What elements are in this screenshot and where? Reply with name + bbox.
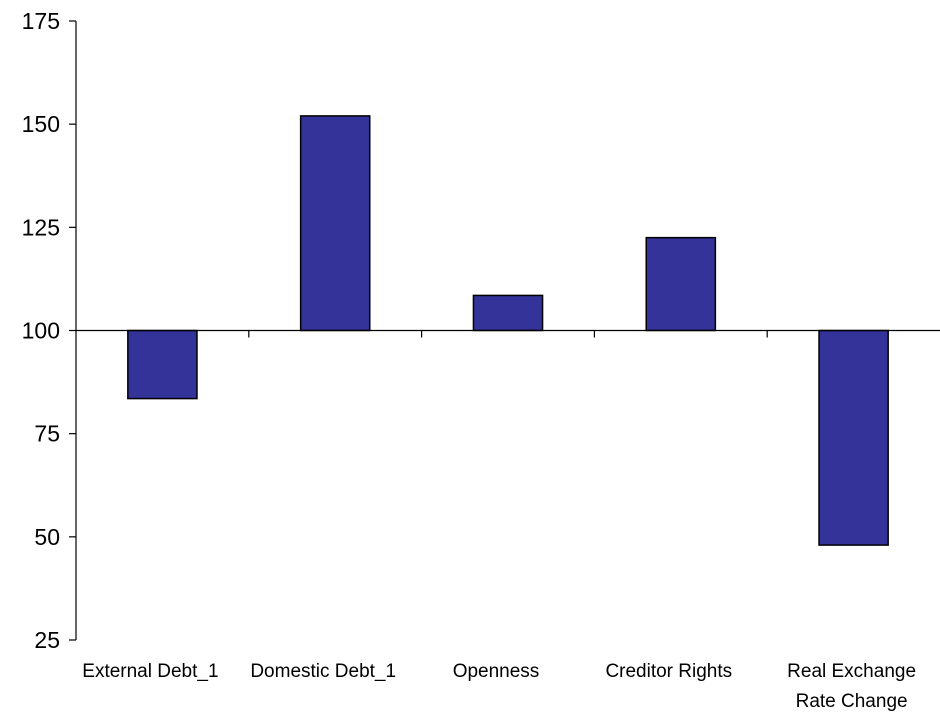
bar-4 bbox=[818, 329, 889, 546]
bar-3 bbox=[645, 236, 717, 332]
x-category-label-1-line-0: Domestic Debt_1 bbox=[250, 661, 396, 682]
x-category-label-0-line-0: External Debt_1 bbox=[82, 661, 218, 682]
y-tick-label-6: 175 bbox=[22, 8, 60, 34]
y-tick-label-0: 25 bbox=[34, 627, 60, 653]
x-category-label-3-line-0: Creditor Rights bbox=[605, 661, 732, 682]
y-tick-label-4: 125 bbox=[22, 214, 60, 240]
bar-1 bbox=[299, 115, 371, 332]
x-category-label-0: External Debt_1 bbox=[82, 661, 218, 682]
bars-group bbox=[127, 115, 889, 546]
x-category-label-2-line-0: Openness bbox=[453, 661, 540, 682]
x-category-label-2: Openness bbox=[453, 661, 540, 682]
y-tick-label-5: 150 bbox=[22, 111, 60, 137]
y-tick-label-1: 50 bbox=[34, 524, 60, 550]
y-tick-label-3: 100 bbox=[22, 318, 60, 344]
x-category-label-4-line-1: Rate Change bbox=[796, 691, 908, 712]
bar-0 bbox=[127, 329, 198, 400]
x-category-label-1: Domestic Debt_1 bbox=[250, 661, 396, 682]
category-labels-group: External Debt_1 Domestic Debt_1 Openness Cr… bbox=[82, 661, 916, 712]
x-category-label-4: Real Exchange Rate Change bbox=[787, 661, 916, 712]
bar-2 bbox=[472, 294, 544, 332]
x-category-label-3: Creditor Rights bbox=[605, 661, 732, 682]
axes-group bbox=[75, 21, 940, 640]
x-category-label-4-line-0: Real Exchange bbox=[787, 661, 916, 682]
y-tick-label-2: 75 bbox=[34, 421, 60, 447]
x-ticks-group bbox=[248, 330, 768, 338]
y-ticks-group: 25 50 75 100 125 150 175 bbox=[22, 8, 76, 653]
